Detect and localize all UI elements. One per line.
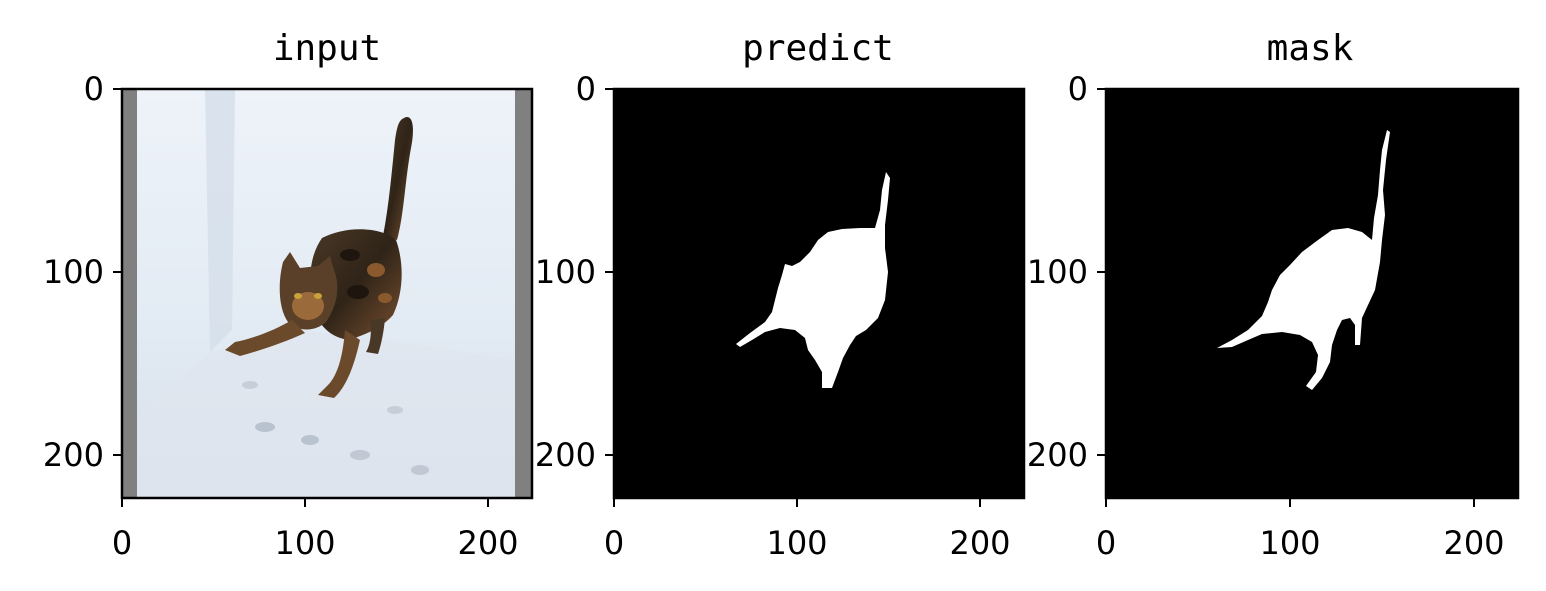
predict-image	[614, 89, 1024, 498]
yticks-mask: 0 100 200	[1027, 70, 1106, 474]
xticks-mask: 0 100 200	[1096, 498, 1505, 562]
ytick-label: 0	[1068, 70, 1088, 108]
axes-frame-input	[120, 87, 534, 500]
cat-figure	[225, 117, 413, 398]
xtick-label: 200	[457, 524, 518, 562]
yticks-input: 0 100 200	[43, 70, 122, 474]
panel-input: input	[43, 28, 534, 562]
ytick-label: 200	[535, 436, 596, 474]
mask-image	[1106, 89, 1518, 498]
axes-frame-predict	[612, 87, 1026, 500]
xticks-predict: 0 100 200	[604, 498, 1011, 562]
input-image	[122, 89, 532, 498]
panel-predict: predict 0 100 200 0 100 200	[535, 28, 1026, 562]
xtick-label: 0	[1096, 524, 1116, 562]
xticks-input: 0 100 200	[112, 498, 519, 562]
ytick-label: 100	[1027, 253, 1088, 291]
ytick-label: 200	[43, 436, 104, 474]
ytick-label: 0	[576, 70, 596, 108]
ytick-label: 100	[535, 253, 596, 291]
ytick-label: 100	[43, 253, 104, 291]
xtick-label: 100	[274, 524, 335, 562]
ground-truth-cat-mask	[1217, 130, 1390, 390]
yticks-predict: 0 100 200	[535, 70, 614, 474]
axes-frame-mask	[1104, 87, 1520, 500]
xtick-label: 0	[604, 524, 624, 562]
ytick-label: 200	[1027, 436, 1088, 474]
panel-title-input: input	[273, 28, 381, 69]
xtick-label: 100	[766, 524, 827, 562]
xtick-label: 200	[1443, 524, 1504, 562]
xtick-label: 0	[112, 524, 132, 562]
xtick-label: 100	[1259, 524, 1320, 562]
xtick-label: 200	[949, 524, 1010, 562]
panel-title-predict: predict	[742, 28, 894, 69]
panel-mask: mask 0 100 200 0 100 200	[1027, 28, 1520, 562]
panel-title-mask: mask	[1267, 28, 1354, 69]
ytick-label: 0	[84, 70, 104, 108]
predicted-cat-mask	[736, 172, 890, 388]
